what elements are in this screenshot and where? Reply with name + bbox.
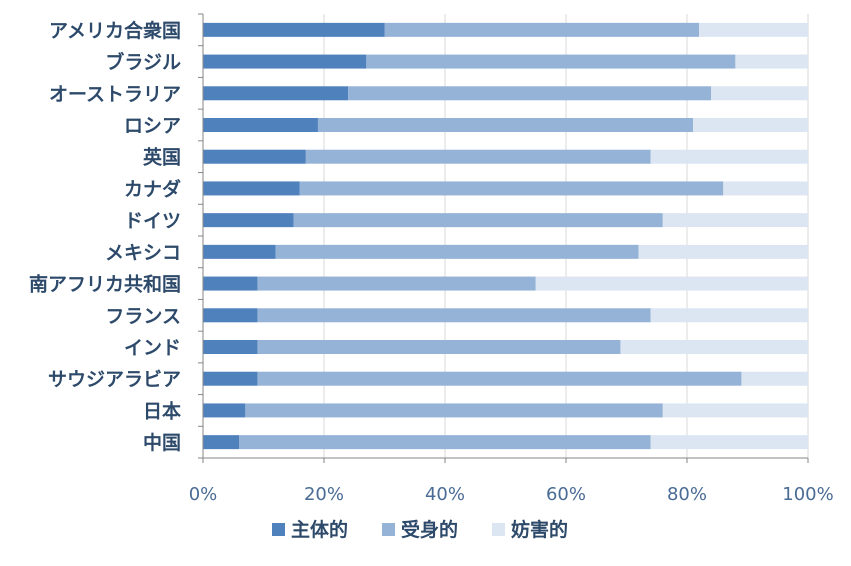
category-label: メキシコ xyxy=(105,242,181,264)
bar-segment xyxy=(203,118,318,132)
bar-segment xyxy=(239,435,651,450)
x-tick-labels: 0% 20% 40% 60% 80% 100% xyxy=(189,484,834,505)
category-label: インド xyxy=(124,337,181,359)
bar-segment xyxy=(203,181,300,196)
bar-segment xyxy=(203,308,258,323)
bar-segment xyxy=(257,371,742,386)
bar-segment xyxy=(699,22,808,37)
x-tick-label: 60% xyxy=(546,484,586,505)
bar-segment xyxy=(317,118,694,132)
category-label: カナダ xyxy=(124,177,181,200)
legend-swatch xyxy=(382,523,395,536)
bar-segment xyxy=(348,86,712,101)
bar-segment xyxy=(257,276,536,291)
bar-segment xyxy=(384,22,700,37)
bar-segment xyxy=(535,276,808,291)
category-label: 英国 xyxy=(143,146,181,169)
bar-segment xyxy=(203,86,349,101)
bar-segment xyxy=(366,54,736,69)
x-tick-label: 0% xyxy=(189,484,218,505)
category-label: アメリカ合衆国 xyxy=(49,19,181,42)
bar-segment xyxy=(203,435,240,450)
bar-segment xyxy=(203,403,246,418)
bar-segment xyxy=(203,371,258,386)
category-label: サウジアラビア xyxy=(48,369,181,391)
bar-segment xyxy=(650,435,808,450)
bar-segment xyxy=(620,340,808,354)
category-label: ロシア xyxy=(124,115,181,137)
bar-segment xyxy=(650,149,808,164)
category-label: 日本 xyxy=(143,399,181,422)
x-tick-label: 40% xyxy=(425,484,465,505)
category-label: ドイツ xyxy=(124,210,181,232)
legend-label: 妨害的 xyxy=(511,518,568,541)
legend-swatch xyxy=(492,523,505,536)
bar-segment xyxy=(257,308,651,323)
bar-segment xyxy=(741,371,808,386)
bar-segment xyxy=(711,86,808,101)
bars xyxy=(203,22,808,450)
category-label: 中国 xyxy=(143,431,181,454)
bar-segment xyxy=(638,244,808,259)
category-label: 南アフリカ共和国 xyxy=(29,273,181,296)
bar-segment xyxy=(650,308,808,323)
bar-segment xyxy=(662,213,808,228)
legend: 主体的 受身的 妨害的 xyxy=(272,518,568,541)
bar-segment xyxy=(203,276,258,291)
bar-segment xyxy=(299,181,724,196)
bar-segment xyxy=(723,181,808,196)
bar-segment xyxy=(203,340,258,354)
bar-segment xyxy=(293,213,663,228)
axes xyxy=(198,13,809,463)
bar-segment xyxy=(203,22,385,37)
category-labels: アメリカ合衆国ブラジルオーストラリアロシア英国カナダドイツメキシコ南アフリカ共和… xyxy=(29,19,181,454)
category-label: ブラジル xyxy=(105,51,181,74)
bar-segment xyxy=(203,244,276,259)
bar-segment xyxy=(693,118,808,132)
category-label: オーストラリア xyxy=(49,83,181,105)
grid-lines xyxy=(323,14,809,458)
legend-label: 受身的 xyxy=(401,518,458,541)
x-tick-label: 100% xyxy=(782,484,833,505)
bar-segment xyxy=(203,213,294,228)
legend-swatch xyxy=(272,523,285,536)
bar-segment xyxy=(245,403,663,418)
bar-segment xyxy=(203,54,367,69)
category-label: フランス xyxy=(105,305,181,327)
bar-segment xyxy=(275,244,639,259)
x-tick-label: 80% xyxy=(667,484,707,505)
bar-segment xyxy=(203,149,306,164)
legend-label: 主体的 xyxy=(291,518,348,541)
bar-segment xyxy=(735,54,808,69)
bar-segment xyxy=(662,403,808,418)
bar-segment xyxy=(257,340,621,354)
x-tick-label: 20% xyxy=(304,484,344,505)
bar-segment xyxy=(305,149,651,164)
